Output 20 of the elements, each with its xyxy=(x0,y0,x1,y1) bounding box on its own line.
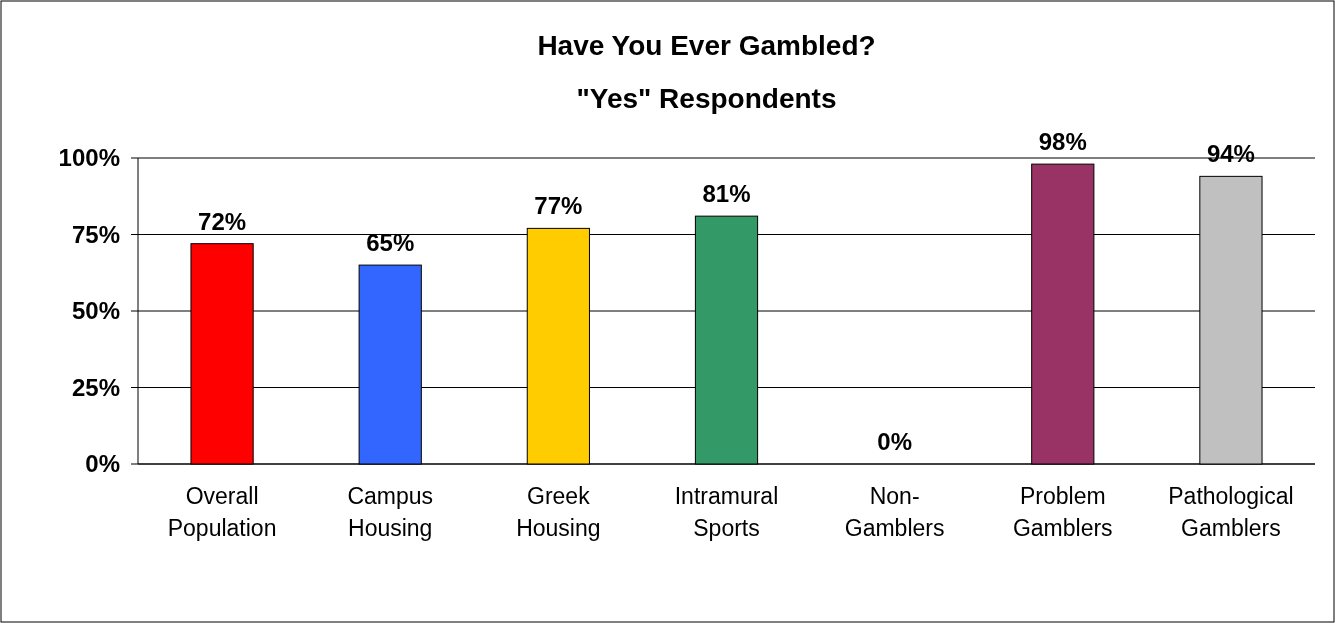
chart-subtitle: "Yes" Respondents xyxy=(576,83,837,114)
data-label: 72% xyxy=(198,207,247,235)
y-tick-label: 25% xyxy=(71,373,120,401)
y-tick-label: 100% xyxy=(58,144,120,172)
x-tick-label: Campus Housing xyxy=(347,483,434,541)
x-tick-label: Intramural Sports xyxy=(674,483,779,541)
x-tick-label: Non-Gamblers xyxy=(844,483,945,541)
data-label: 81% xyxy=(702,180,751,208)
y-tick-label: 50% xyxy=(71,297,120,325)
data-label: 98% xyxy=(1038,128,1087,156)
x-tick-label: Problem Gamblers xyxy=(1012,483,1113,541)
chart-title: Have You Ever Gambled? xyxy=(537,30,876,61)
y-tick-label: 75% xyxy=(71,220,120,248)
x-tick-label: Greek Housing xyxy=(516,483,601,541)
x-tick-label: Overall Population xyxy=(167,483,277,541)
x-tick-label: Pathological Gamblers xyxy=(1168,483,1294,541)
data-label: 77% xyxy=(534,192,583,220)
data-label: 94% xyxy=(1206,140,1255,168)
y-tick-label: 0% xyxy=(85,450,120,478)
data-label: 0% xyxy=(877,428,912,455)
